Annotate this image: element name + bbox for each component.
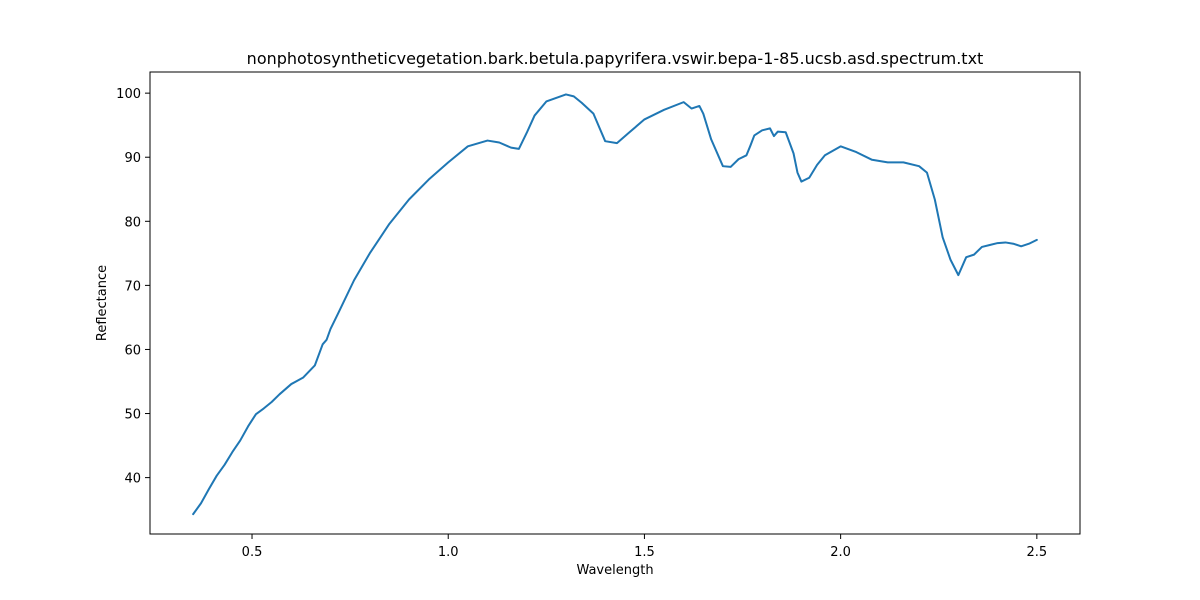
- y-tick-label: 40: [124, 472, 141, 487]
- y-axis-label: Reflectance: [95, 265, 110, 341]
- x-tick-label: 1.5: [634, 545, 655, 560]
- y-tick-label: 70: [124, 279, 141, 294]
- x-tick-label: 1.0: [438, 545, 459, 560]
- reflectance-line: [192, 93, 1038, 516]
- y-tick-label: 100: [116, 87, 141, 102]
- y-tick-label: 80: [124, 215, 141, 230]
- x-axis-label: Wavelength: [576, 563, 653, 578]
- y-axis: 40 50 60 70 80 90 100: [116, 87, 150, 487]
- plot-frame: [149, 71, 1081, 535]
- x-axis: 0.5 1.0 1.5 2.0 2.5: [242, 534, 1047, 560]
- x-tick-label: 0.5: [242, 545, 263, 560]
- y-tick-label: 90: [124, 151, 141, 166]
- y-tick-label: 50: [124, 408, 141, 423]
- x-tick-label: 2.0: [830, 545, 851, 560]
- x-tick-label: 2.5: [1026, 545, 1047, 560]
- chart-title: nonphotosyntheticvegetation.bark.betula.…: [247, 49, 984, 68]
- plot-area: [192, 93, 1038, 516]
- y-tick-label: 60: [124, 343, 141, 358]
